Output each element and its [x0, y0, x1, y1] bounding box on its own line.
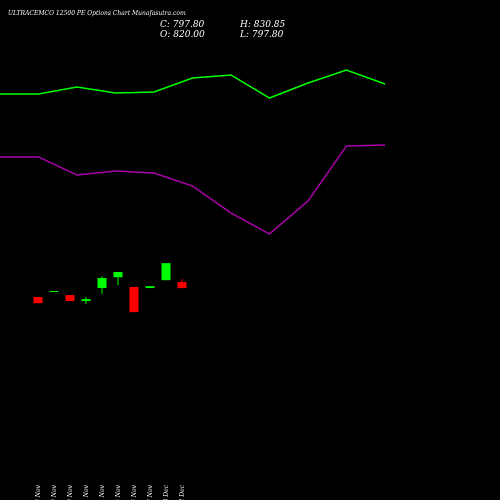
x-tick-label: 12 Dec: [179, 484, 186, 500]
x-tick-label: 26 Nov: [131, 484, 138, 500]
x-tick-label: 19 Nov: [51, 484, 58, 500]
x-tick-label: 18 Nov: [35, 484, 42, 500]
candle-body: [49, 291, 59, 293]
x-tick-label: 20 Nov: [67, 484, 74, 500]
info-high: H: 830.85: [239, 20, 286, 30]
candle-body: [177, 282, 187, 289]
x-tick-label: 03 Dec: [163, 484, 170, 500]
x-tick-label: 24 Nov: [99, 484, 106, 500]
candle-body: [161, 263, 171, 281]
candle-body: [65, 295, 75, 302]
x-tick-label: 25 Nov: [115, 484, 122, 500]
info-low: L: 797.80: [239, 30, 284, 40]
x-tick-label: 21 Nov: [83, 484, 90, 500]
info-open: O: 820.00: [160, 30, 205, 40]
info-close: C: 797.80: [160, 20, 205, 30]
x-tick-label: 27 Nov: [147, 484, 154, 500]
candle-body: [33, 296, 43, 304]
candle-body: [145, 286, 155, 289]
chart-title: ULTRACEMCO 12500 PE Options Chart Munafa…: [8, 10, 186, 17]
indicator-line: [0, 69, 386, 99]
candle-body: [113, 272, 123, 278]
indicator-line: [0, 144, 386, 235]
candle-body: [81, 299, 91, 302]
candle-body: [129, 286, 139, 313]
candle-body: [97, 278, 107, 289]
